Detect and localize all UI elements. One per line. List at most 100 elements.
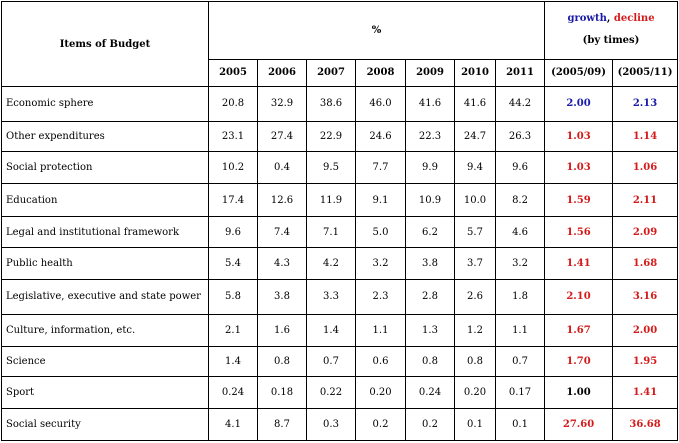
percent-value-cell: 9.9 [405, 151, 455, 185]
percent-value-cell: 5.0 [355, 215, 406, 249]
percent-value-cell: 41.6 [454, 86, 496, 122]
percent-value-cell: 44.2 [494, 86, 546, 122]
percent-value-cell: 10.0 [454, 183, 496, 217]
year-header: 2009 [405, 58, 455, 88]
ratio-2005-09-cell: 1.03 [544, 120, 614, 153]
percent-value-cell: 0.7 [494, 345, 546, 378]
ratio-2005-11-cell: 1.68 [612, 247, 679, 280]
percent-value-cell: 4.2 [306, 247, 356, 280]
percent-value-cell: 0.8 [405, 345, 455, 378]
ratio-2005-09-cell: 1.41 [544, 247, 614, 280]
percent-value-cell: 1.3 [405, 314, 455, 347]
percent-value-cell: 3.8 [405, 247, 455, 280]
ratio-2005-09-cell: 1.67 [544, 314, 614, 347]
percent-value-cell: 23.1 [208, 120, 258, 153]
percent-value-cell: 38.6 [306, 86, 356, 122]
percent-value-cell: 0.8 [454, 345, 496, 378]
percent-value-cell: 0.1 [494, 408, 546, 441]
percent-header: % [207, 1, 546, 60]
ratio-2005-11-header: (2005/11) [612, 58, 679, 88]
ratio-2005-11-cell: 3.16 [612, 278, 679, 316]
budget-item-label: Sport [1, 376, 209, 410]
percent-value-cell: 0.2 [405, 408, 455, 441]
percent-value-cell: 0.24 [208, 376, 258, 410]
percent-value-cell: 5.4 [208, 247, 258, 280]
percent-value-cell: 32.9 [257, 86, 307, 122]
budget-item-label: Social protection [1, 151, 209, 185]
percent-value-cell: 22.3 [405, 120, 455, 153]
budget-item-label: Legislative, executive and state power [1, 278, 209, 316]
table-row: Sport 0.24 0.18 0.22 0.20 0.24 0.20 0.17 1.00 1.4… [1, 376, 679, 410]
percent-value-cell: 2.1 [208, 314, 258, 347]
year-header: 2011 [494, 58, 546, 88]
ratio-2005-09-cell: 1.59 [544, 183, 614, 217]
percent-value-cell: 6.2 [405, 215, 455, 249]
percent-value-cell: 4.6 [494, 215, 546, 249]
percent-value-cell: 10.2 [208, 151, 258, 185]
percent-value-cell: 7.1 [306, 215, 356, 249]
table-row: Social protection 10.2 0.4 9.5 7.7 9.9 9.4 9.6 1… [1, 151, 679, 185]
percent-value-cell: 4.3 [257, 247, 307, 280]
percent-value-cell: 7.4 [257, 215, 307, 249]
percent-value-cell: 0.17 [494, 376, 546, 410]
header-row-top: Items of Budget % growth, decline (by ti… [1, 0, 679, 88]
year-header: 2008 [355, 58, 406, 88]
percent-value-cell: 9.5 [306, 151, 356, 185]
percent-value-cell: 1.4 [208, 345, 258, 378]
percent-value-cell: 9.1 [355, 183, 406, 217]
percent-value-cell: 0.24 [405, 376, 455, 410]
percent-value-cell: 0.22 [306, 376, 356, 410]
percent-value-cell: 10.9 [405, 183, 455, 217]
ratio-2005-11-cell: 36.68 [612, 408, 679, 441]
percent-value-cell: 22.9 [306, 120, 356, 153]
percent-value-cell: 11.9 [306, 183, 356, 217]
percent-value-cell: 5.7 [454, 215, 496, 249]
ratio-2005-11-cell: 2.00 [612, 314, 679, 347]
ratio-2005-09-cell: 1.56 [544, 215, 614, 249]
ratio-2005-09-cell: 1.70 [544, 345, 614, 378]
table-row: Social security 4.1 8.7 0.3 0.2 0.2 0.1 0.1 27.6… [1, 408, 679, 441]
comma-separator: , [606, 13, 611, 25]
percent-value-cell: 0.1 [454, 408, 496, 441]
ratio-2005-09-cell: 27.60 [544, 408, 614, 441]
percent-value-cell: 0.7 [306, 345, 356, 378]
percent-value-cell: 8.7 [257, 408, 307, 441]
by-times-label: (by times) [582, 35, 640, 47]
budget-item-label: Social security [1, 408, 209, 441]
growth-label: growth [567, 13, 607, 25]
table-row: Other expenditures 23.1 27.4 22.9 24.6 22.3 24… [1, 120, 679, 153]
percent-value-cell: 9.6 [208, 215, 258, 249]
year-header: 2007 [306, 58, 356, 88]
year-header: 2010 [454, 58, 496, 88]
percent-value-cell: 1.1 [494, 314, 546, 347]
percent-value-cell: 24.7 [454, 120, 496, 153]
ratio-2005-09-cell: 2.10 [544, 278, 614, 316]
percent-value-cell: 1.4 [306, 314, 356, 347]
percent-value-cell: 0.3 [306, 408, 356, 441]
percent-value-cell: 9.6 [494, 151, 546, 185]
percent-value-cell: 1.1 [355, 314, 406, 347]
percent-value-cell: 2.6 [454, 278, 496, 316]
table-row: Legal and institutional framework 9.6 7.4 7… [1, 215, 679, 249]
percent-value-cell: 4.1 [208, 408, 258, 441]
ratio-2005-09-cell: 1.03 [544, 151, 614, 185]
percent-value-cell: 7.7 [355, 151, 406, 185]
budget-item-label: Public health [1, 247, 209, 280]
percent-value-cell: 1.2 [454, 314, 496, 347]
table-row: Culture, information, etc. 2.1 1.6 1.4 1.1 1.… [1, 314, 679, 347]
percent-value-cell: 3.3 [306, 278, 356, 316]
percent-value-cell: 1.8 [494, 278, 546, 316]
table-row: Science 1.4 0.8 0.7 0.6 0.8 0.8 0.7 1.70 1.95 [1, 345, 679, 378]
percent-value-cell: 12.6 [257, 183, 307, 217]
percent-value-cell: 5.8 [208, 278, 258, 316]
budget-item-label: Culture, information, etc. [1, 314, 209, 347]
budget-item-label: Education [1, 183, 209, 217]
table-row: Public health 5.4 4.3 4.2 3.2 3.8 3.7 3.2 1.41 1.… [1, 247, 679, 280]
budget-item-label: Other expenditures [1, 120, 209, 153]
table-row: Legislative, executive and state power 5.… [1, 278, 679, 316]
percent-value-cell: 0.20 [355, 376, 406, 410]
percent-value-cell: 24.6 [355, 120, 406, 153]
percent-value-cell: 9.4 [454, 151, 496, 185]
ratio-2005-09-header: (2005/09) [544, 58, 614, 88]
percent-value-cell: 2.8 [405, 278, 455, 316]
